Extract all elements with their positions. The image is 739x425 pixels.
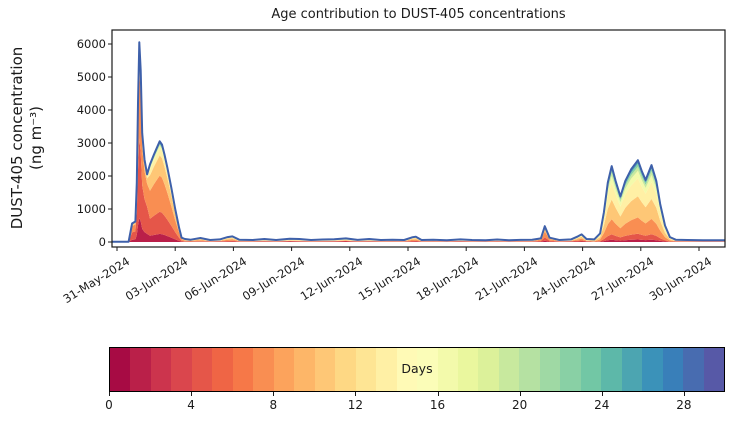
colorbar-segment <box>130 348 151 391</box>
chart-title: Age contribution to DUST-405 concentrati… <box>271 7 566 22</box>
colorbar-tick <box>601 392 603 396</box>
colorbar-segment <box>437 348 458 391</box>
colorbar-label: Days <box>401 361 433 376</box>
colorbar-tick <box>273 392 275 396</box>
envelope-line <box>112 41 725 243</box>
colorbar-segment <box>150 348 172 391</box>
y-tick-label: 0 <box>98 235 106 249</box>
colorbar-segment <box>417 348 438 391</box>
colorbar-tick-label: 8 <box>269 398 278 412</box>
y-tick-label: 4000 <box>76 103 106 117</box>
colorbar-segment <box>601 348 622 391</box>
plot-border <box>111 29 726 248</box>
y-tick-label: 6000 <box>76 37 106 51</box>
colorbar-tick-label: 12 <box>347 398 364 412</box>
colorbar-segment <box>662 348 684 391</box>
colorbar-segment <box>478 348 499 391</box>
colorbar-tick <box>191 392 193 396</box>
colorbar-segment <box>171 348 192 391</box>
colorbar-segment <box>621 348 643 391</box>
colorbar-segment <box>539 348 561 391</box>
colorbar-segment <box>110 348 131 391</box>
colorbar-tick-label: 16 <box>429 398 446 412</box>
colorbar-gradient <box>110 348 725 391</box>
colorbar-tick <box>437 392 439 396</box>
colorbar-segment <box>232 348 254 391</box>
colorbar-segment <box>294 348 315 391</box>
colorbar: Days <box>109 347 725 392</box>
colorbar-tick <box>683 392 685 396</box>
colorbar-tick-label: 0 <box>105 398 113 412</box>
colorbar-segment <box>273 348 295 391</box>
y-tick-label: 1000 <box>76 202 106 216</box>
colorbar-segment <box>376 348 397 391</box>
colorbar-segment <box>560 348 581 391</box>
colorbar-tick <box>355 392 357 396</box>
colorbar-segment <box>212 348 233 391</box>
y-axis-label-line1: DUST-405 concentration <box>8 46 26 230</box>
colorbar-segment <box>191 348 213 391</box>
colorbar-tick-label: 4 <box>187 398 195 412</box>
age-layer <box>112 70 725 242</box>
colorbar-segment <box>335 348 356 391</box>
colorbar-segment <box>253 348 274 391</box>
colorbar-tick <box>519 392 521 396</box>
colorbar-tick-label: 20 <box>512 398 528 412</box>
colorbar-tick-label: 24 <box>594 398 610 412</box>
colorbar-segment <box>314 348 336 391</box>
colorbar-segment <box>396 348 418 391</box>
colorbar-segment <box>642 348 663 391</box>
y-axis-label-line2: (ng m⁻³) <box>27 105 45 171</box>
age-layer <box>112 54 725 242</box>
colorbar-segment <box>580 348 602 391</box>
y-tick-label: 5000 <box>76 70 106 84</box>
y-axis-label: DUST-405 concentration (ng m⁻³) <box>8 18 48 258</box>
colorbar-segment <box>498 348 520 391</box>
colorbar-segment <box>355 348 377 391</box>
colorbar-segment <box>683 348 704 391</box>
age-layer <box>112 218 725 242</box>
y-tick-label: 3000 <box>76 136 106 150</box>
age-layer <box>112 138 725 242</box>
colorbar-segment <box>519 348 540 391</box>
colorbar-tick-label: 28 <box>676 398 692 412</box>
colorbar-segment <box>703 348 725 391</box>
colorbar-tick <box>109 392 110 396</box>
y-tick-label: 2000 <box>76 169 106 183</box>
colorbar-segment <box>457 348 479 391</box>
